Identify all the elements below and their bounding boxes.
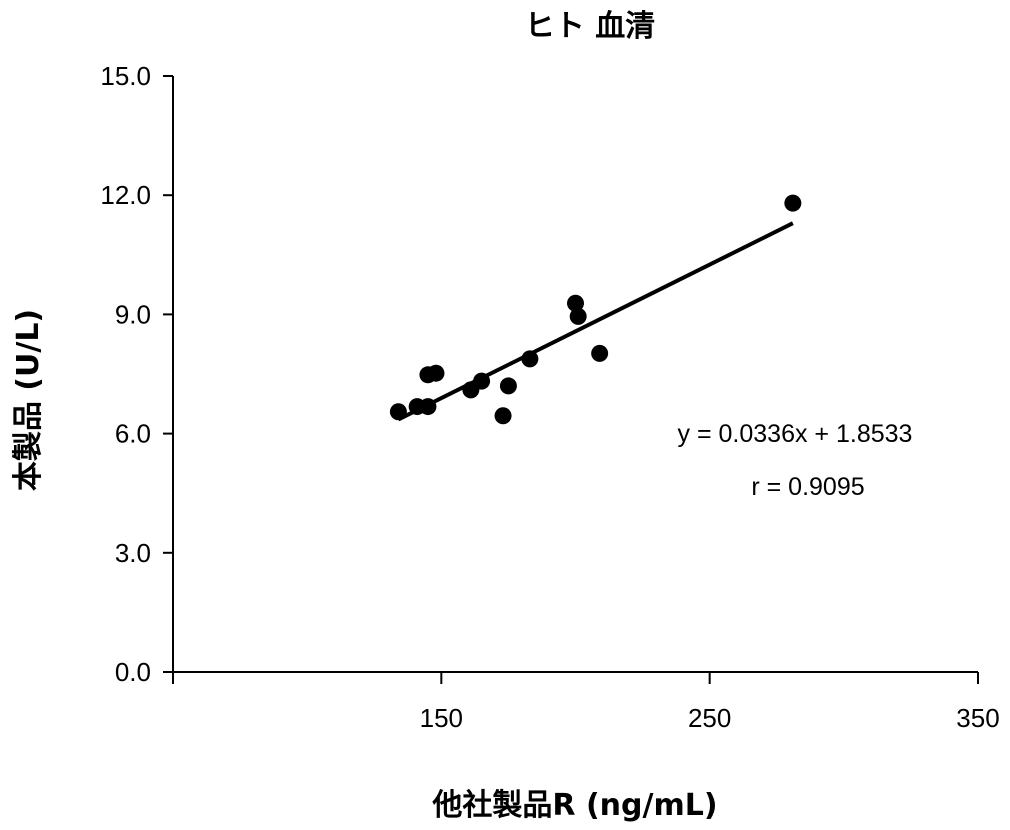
y-axis-ticks: 0.0 3.0 6.0 9.0 12.0 15.0 [100, 61, 173, 687]
y-axis-label: 本製品 (U/L) [11, 309, 46, 491]
chart-title: ヒト 血清 [525, 9, 655, 44]
data-point [521, 350, 539, 368]
data-point [784, 194, 802, 212]
y-tick-label: 6.0 [115, 419, 151, 449]
correlation-coefficient: r = 0.9095 [751, 473, 864, 501]
data-point [494, 407, 512, 425]
x-tick-label: 250 [688, 703, 731, 733]
y-tick-label: 12.0 [100, 180, 151, 210]
x-axis-label: 他社製品R (ng/mL) [431, 788, 717, 823]
data-points [389, 194, 802, 425]
data-point [567, 294, 584, 312]
y-tick-label: 9.0 [115, 299, 151, 329]
data-point [569, 307, 587, 325]
x-tick-label: 350 [956, 703, 999, 733]
y-tick-label: 0.0 [115, 657, 151, 687]
data-point [591, 344, 609, 362]
x-axis-ticks: 150 250 350 [172, 672, 1000, 733]
data-point [389, 403, 407, 421]
data-point [427, 364, 445, 382]
data-point [499, 377, 517, 395]
y-tick-label: 15.0 [100, 61, 151, 91]
data-point [419, 398, 437, 416]
trendline [397, 221, 794, 422]
x-tick-label: 150 [420, 703, 463, 733]
regression-equation: y = 0.0336x + 1.8533 [678, 420, 913, 448]
data-point [473, 372, 491, 390]
y-tick-label: 3.0 [115, 538, 151, 568]
